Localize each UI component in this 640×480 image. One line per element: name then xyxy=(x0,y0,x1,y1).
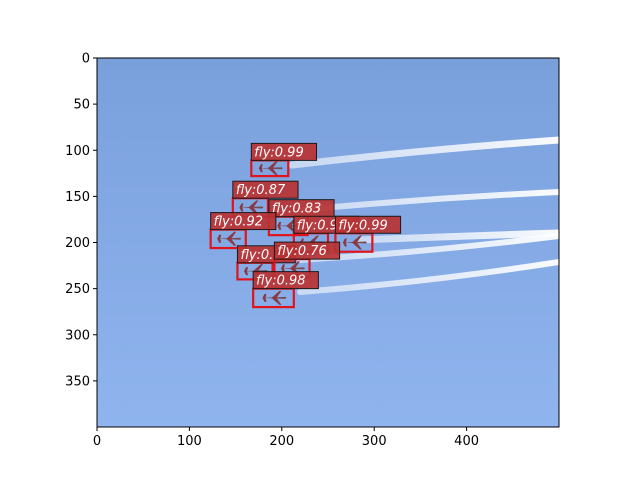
y-tick-label: 0 xyxy=(82,52,90,67)
x-tick-label: 100 xyxy=(177,434,202,449)
jet-plane xyxy=(216,231,242,246)
y-tick-label: 150 xyxy=(65,190,90,205)
detection-label-bg xyxy=(273,241,341,260)
smoke-trail xyxy=(356,229,559,244)
y-tick-label: 100 xyxy=(65,144,90,159)
jet-plane xyxy=(257,161,283,176)
detection-label-bg xyxy=(334,215,402,234)
x-tick-label: 0 xyxy=(93,434,101,449)
jet-plane xyxy=(261,290,287,305)
y-tick-label: 350 xyxy=(65,374,90,389)
detection-label: fly:0.99 xyxy=(338,218,387,233)
x-tick-label: 200 xyxy=(269,434,294,449)
detection-label: fly:0.76 xyxy=(277,244,326,259)
jet-plane xyxy=(238,200,264,215)
detection-label: fly:0.7 xyxy=(240,248,282,263)
smoke-trail xyxy=(288,136,559,169)
y-tick-label: 200 xyxy=(65,236,90,251)
detection-label-bg xyxy=(210,212,277,231)
y-tick-label: 50 xyxy=(73,98,90,113)
detection-label-bg xyxy=(252,271,319,290)
jet-plane xyxy=(341,235,367,250)
y-tick-label: 300 xyxy=(65,328,90,343)
y-axis-ticks: 0 50 100 150 200 250 300 350 xyxy=(65,52,97,389)
detection-label: fly:0.87 xyxy=(236,183,286,198)
x-tick-label: 400 xyxy=(454,434,479,449)
detection-label-bg xyxy=(250,142,318,161)
detection-label: fly:0.83 xyxy=(272,202,321,217)
detection-label: fly:0.91 xyxy=(297,218,346,233)
detections-layer: fly:0.99 fly:0.87 fly:0.83 fly:0.92 fly:0.91… xyxy=(209,142,402,309)
y-tick-label: 250 xyxy=(65,282,90,297)
x-tick-label: 300 xyxy=(362,434,387,449)
x-axis-ticks: 0 100 200 300 400 xyxy=(93,427,479,449)
detection-label-bg xyxy=(232,180,299,199)
detection-label: fly:0.98 xyxy=(256,274,305,289)
smoke-trail xyxy=(297,259,559,295)
detection-label: fly:0.92 xyxy=(214,215,263,230)
detection-label: fly:0.99 xyxy=(254,145,303,160)
